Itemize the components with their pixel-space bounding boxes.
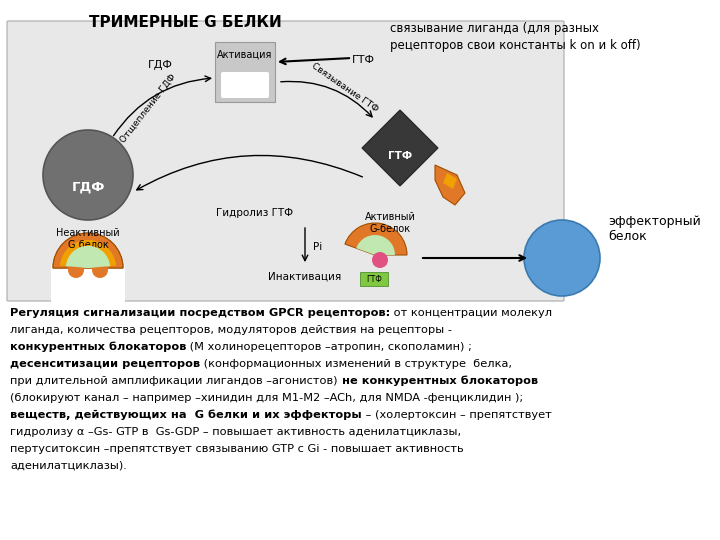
- Wedge shape: [53, 233, 123, 268]
- Circle shape: [68, 262, 84, 278]
- Text: ГТФ: ГТФ: [366, 274, 382, 284]
- Polygon shape: [435, 165, 465, 205]
- Circle shape: [524, 220, 600, 296]
- Text: от концентрации молекул: от концентрации молекул: [390, 308, 552, 318]
- Text: ГДФ: ГДФ: [148, 60, 172, 70]
- Text: при длительной амплификации лигандов –агонистов): при длительной амплификации лигандов –аг…: [10, 376, 338, 386]
- Text: пертуситоксин –препятствует связыванию GTP с Gi - повышает активность: пертуситоксин –препятствует связыванию G…: [10, 444, 464, 454]
- Wedge shape: [60, 240, 116, 268]
- Text: гидролизу α –Gs- GTP в  Gs-GDP – повышает активность аденилатциклазы,: гидролизу α –Gs- GTP в Gs-GDP – повышает…: [10, 427, 461, 437]
- Bar: [360, 272, 388, 286]
- Text: (конформационных изменений в структуре  белка,: (конформационных изменений в структуре б…: [200, 359, 512, 369]
- Wedge shape: [345, 223, 407, 255]
- Text: веществ, действующих на  G белки и их эффекторы: веществ, действующих на G белки и их эфф…: [10, 410, 361, 421]
- Polygon shape: [443, 173, 457, 189]
- Text: лиганда, количества рецепторов, модуляторов действия на рецепторы -: лиганда, количества рецепторов, модулято…: [10, 325, 452, 335]
- Circle shape: [92, 262, 108, 278]
- Text: – (холертоксин – препятствует: – (холертоксин – препятствует: [361, 410, 552, 420]
- Text: (М холинорецепторов –атропин, скополамин) ;: (М холинорецепторов –атропин, скополамин…: [186, 342, 472, 352]
- Text: Гидролиз ГТФ: Гидролиз ГТФ: [217, 208, 294, 218]
- Text: Неактивный
G белок: Неактивный G белок: [56, 228, 120, 249]
- Text: эффекторный
белок: эффекторный белок: [608, 215, 701, 243]
- Text: Активный
G-белок: Активный G-белок: [364, 212, 415, 234]
- Text: Инактивация: Инактивация: [269, 272, 341, 282]
- Text: аденилатциклазы).: аденилатциклазы).: [10, 461, 127, 471]
- Text: ГТФ: ГТФ: [352, 55, 375, 65]
- Text: связывание лиганда (для разных
рецепторов свои константы k on и k off): связывание лиганда (для разных рецепторо…: [390, 22, 641, 52]
- Text: Активация: Активация: [217, 50, 273, 60]
- Text: Связывание ГТФ: Связывание ГТФ: [310, 62, 380, 114]
- Text: не конкурентных блокаторов: не конкурентных блокаторов: [338, 376, 538, 387]
- Text: ГДФ: ГДФ: [71, 180, 104, 193]
- Text: Регуляция сигнализации посредством GPCR рецепторов:: Регуляция сигнализации посредством GPCR …: [10, 308, 390, 318]
- Circle shape: [372, 252, 388, 268]
- Text: (блокируют канал – например –хинидин для M1-M2 –ACh, для NMDA -фенциклидин );: (блокируют канал – например –хинидин для…: [10, 393, 523, 403]
- Circle shape: [43, 130, 133, 220]
- Wedge shape: [66, 246, 110, 268]
- Wedge shape: [66, 246, 110, 268]
- Text: ТРИМЕРНЫЕ G БЕЛКИ: ТРИМЕРНЫЕ G БЕЛКИ: [89, 15, 282, 30]
- Wedge shape: [53, 233, 123, 268]
- Polygon shape: [362, 110, 438, 186]
- Text: ГТФ: ГТФ: [388, 151, 412, 161]
- Text: конкурентных блокаторов: конкурентных блокаторов: [10, 342, 186, 353]
- Text: десенситизации рецепторов: десенситизации рецепторов: [10, 359, 200, 369]
- Text: Отщепление ГДФ: Отщепление ГДФ: [118, 72, 178, 144]
- Wedge shape: [60, 240, 116, 268]
- Wedge shape: [356, 235, 395, 255]
- Bar: [215, 42, 275, 102]
- FancyBboxPatch shape: [221, 72, 269, 98]
- Text: Рi: Рi: [313, 242, 323, 252]
- FancyBboxPatch shape: [7, 21, 564, 301]
- Bar: [51, 264, 125, 302]
